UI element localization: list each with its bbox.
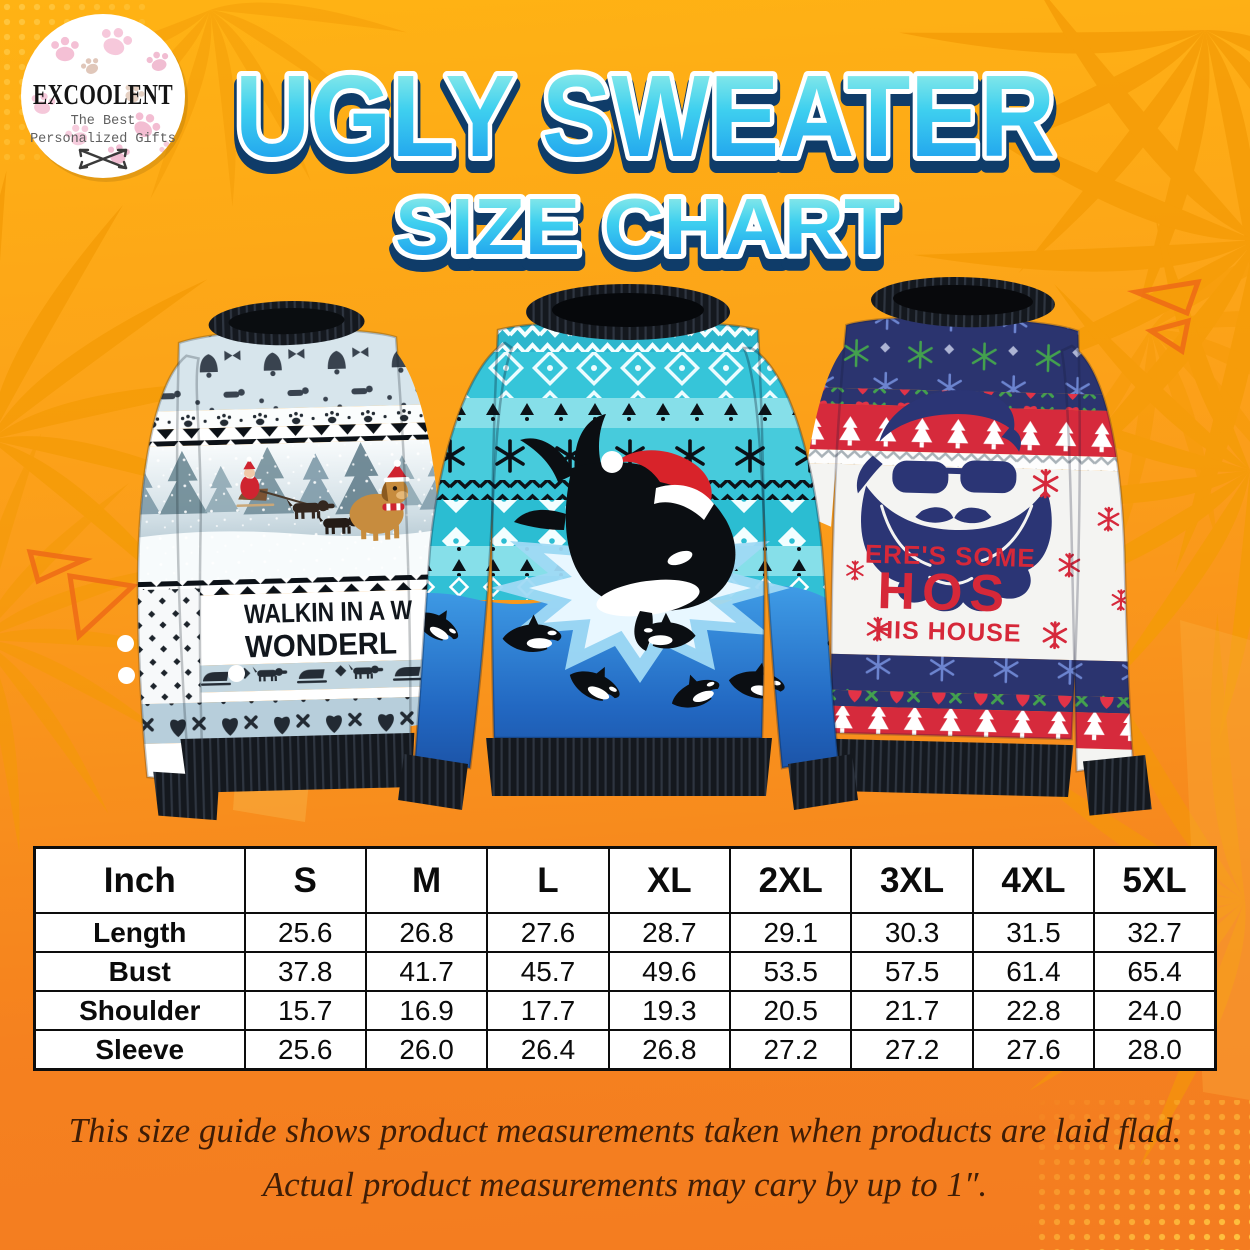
table-row: Length 25.6 26.8 27.6 28.7 29.1 30.3 31.… (33, 912, 1217, 953)
right-sweater-hem (831, 738, 1074, 798)
size-value-cell: 30.3 (850, 912, 974, 953)
brand-name: EXCOOLENT (33, 79, 173, 111)
sweater-left-wonderland: WALKIN IN A W WONDERL (131, 301, 457, 821)
title-line1-shadow: UGLY SWEATER (235, 60, 1055, 190)
triangle-accents (26, 278, 1202, 642)
size-value-cell: 27.6 (486, 912, 610, 953)
right-sweater-text-line3: HIS HOUSE (875, 616, 1022, 648)
brand-logo: EXCOOLENT The Best Personalized Gifts (21, 14, 188, 182)
size-value-cell: 15.7 (243, 990, 367, 1031)
size-value-cell: 37.8 (243, 951, 367, 992)
size-value-cell: 29.1 (728, 912, 853, 953)
size-value-cell: 49.6 (607, 951, 732, 992)
size-value-cell: 26.0 (364, 1029, 489, 1071)
santa-sled-scene (236, 456, 410, 541)
disclaimer-line2: Actual product measurements may cary by … (262, 1165, 988, 1205)
size-value-cell: 45.7 (486, 951, 610, 992)
size-col-header: 5XL (1093, 846, 1217, 914)
size-col-header: M (364, 846, 489, 914)
size-value-cell: 26.8 (607, 1029, 732, 1071)
left-sweater-text-line1: WALKIN IN A W (244, 595, 413, 629)
size-value-cell: 57.5 (850, 951, 974, 992)
white-dot-accent (118, 667, 135, 684)
orca-graphic (514, 414, 736, 651)
size-value-cell: 27.2 (728, 1029, 853, 1071)
middle-sweater-cuff-right (788, 754, 858, 810)
sweaters-illustration: WALKIN IN A W WONDERL (131, 276, 1152, 821)
big-tan-dog (349, 459, 410, 541)
measure-row-label: Sleeve (33, 1029, 246, 1071)
table-row: Shoulder 15.7 16.9 17.7 19.3 20.5 21.7 2… (33, 990, 1217, 1031)
size-value-cell: 61.4 (971, 951, 1096, 992)
size-value-cell: 21.7 (850, 990, 974, 1031)
white-dot-accent (228, 665, 245, 682)
disclaimer-line1: This size guide shows product measuremen… (68, 1111, 1182, 1150)
size-value-cell: 17.7 (486, 990, 610, 1031)
size-value-cell: 27.2 (850, 1029, 974, 1071)
brand-tagline-2: Personalized Gifts (30, 132, 176, 147)
size-value-cell: 20.5 (728, 990, 853, 1031)
size-value-cell: 53.5 (728, 951, 853, 992)
size-value-cell: 19.3 (607, 990, 732, 1031)
right-sweater-text-line1: ERE'S SOME (865, 539, 1037, 573)
size-col-header: 3XL (850, 846, 974, 914)
middle-sweater-cuff-left (398, 754, 468, 810)
middle-sweater-hem (486, 738, 772, 796)
beard-highlights (880, 504, 1034, 586)
size-value-cell: 25.6 (243, 1029, 367, 1071)
sweater-middle-orca (398, 284, 858, 810)
size-value-cell: 31.5 (971, 912, 1096, 953)
left-sweater-text-line2: WONDERL (245, 625, 398, 664)
left-sweater-hem (180, 732, 415, 793)
measure-row-label: Shoulder (33, 990, 246, 1031)
table-row: Sleeve 25.6 26.0 26.4 26.8 27.2 27.2 27.… (33, 1029, 1217, 1071)
right-sweater-text-line2: HOS (877, 562, 1012, 623)
right-sweater-cuff (1082, 755, 1152, 816)
white-dot-accent (229, 636, 246, 653)
size-value-cell: 22.8 (971, 990, 1096, 1031)
size-col-header: L (486, 846, 610, 914)
brand-tagline-1: The Best (71, 114, 136, 129)
size-value-cell: 24.0 (1093, 990, 1217, 1031)
measure-row-label: Bust (33, 951, 246, 992)
white-dot-accent (117, 635, 134, 652)
size-value-cell: 41.7 (364, 951, 489, 992)
title-line2-shadow: SIZE CHART (395, 191, 895, 278)
left-sweater-cuff (153, 771, 220, 821)
size-col-header: 4XL (971, 846, 1096, 914)
size-col-header: 2XL (728, 846, 853, 914)
unit-header-cell: Inch (33, 846, 246, 914)
title-line1: UGLY SWEATER (235, 51, 1055, 181)
santa-face-graphic (857, 390, 1052, 612)
size-value-cell: 28.7 (607, 912, 732, 953)
crossed-arrows-icon (78, 148, 128, 170)
size-value-cell: 65.4 (1093, 951, 1217, 992)
measure-row-label: Length (33, 912, 246, 953)
size-col-header: XL (607, 846, 732, 914)
size-guide-disclaimer: This size guide shows product measuremen… (0, 1104, 1250, 1213)
size-chart-table: Inch S M L XL 2XL 3XL 4XL 5XL Length 25.… (33, 846, 1217, 1071)
table-row: Bust 37.8 41.7 45.7 49.6 53.5 57.5 61.4 … (33, 951, 1217, 992)
size-value-cell: 27.6 (971, 1029, 1096, 1071)
table-header-row: Inch S M L XL 2XL 3XL 4XL 5XL (33, 846, 1217, 914)
size-value-cell: 32.7 (1093, 912, 1217, 953)
sweater-right-hos: ERE'S SOME HOS HIS HOUSE (801, 276, 1152, 816)
size-col-header: S (243, 846, 367, 914)
size-value-cell: 28.0 (1093, 1029, 1217, 1071)
size-value-cell: 26.4 (486, 1029, 610, 1071)
size-value-cell: 25.6 (243, 912, 367, 953)
page-title: UGLY SWEATER SIZE CHART UGLY SWEATER SIZ… (227, 46, 1063, 278)
size-value-cell: 16.9 (364, 990, 489, 1031)
title-line2: SIZE CHART (395, 182, 895, 271)
size-value-cell: 26.8 (364, 912, 489, 953)
